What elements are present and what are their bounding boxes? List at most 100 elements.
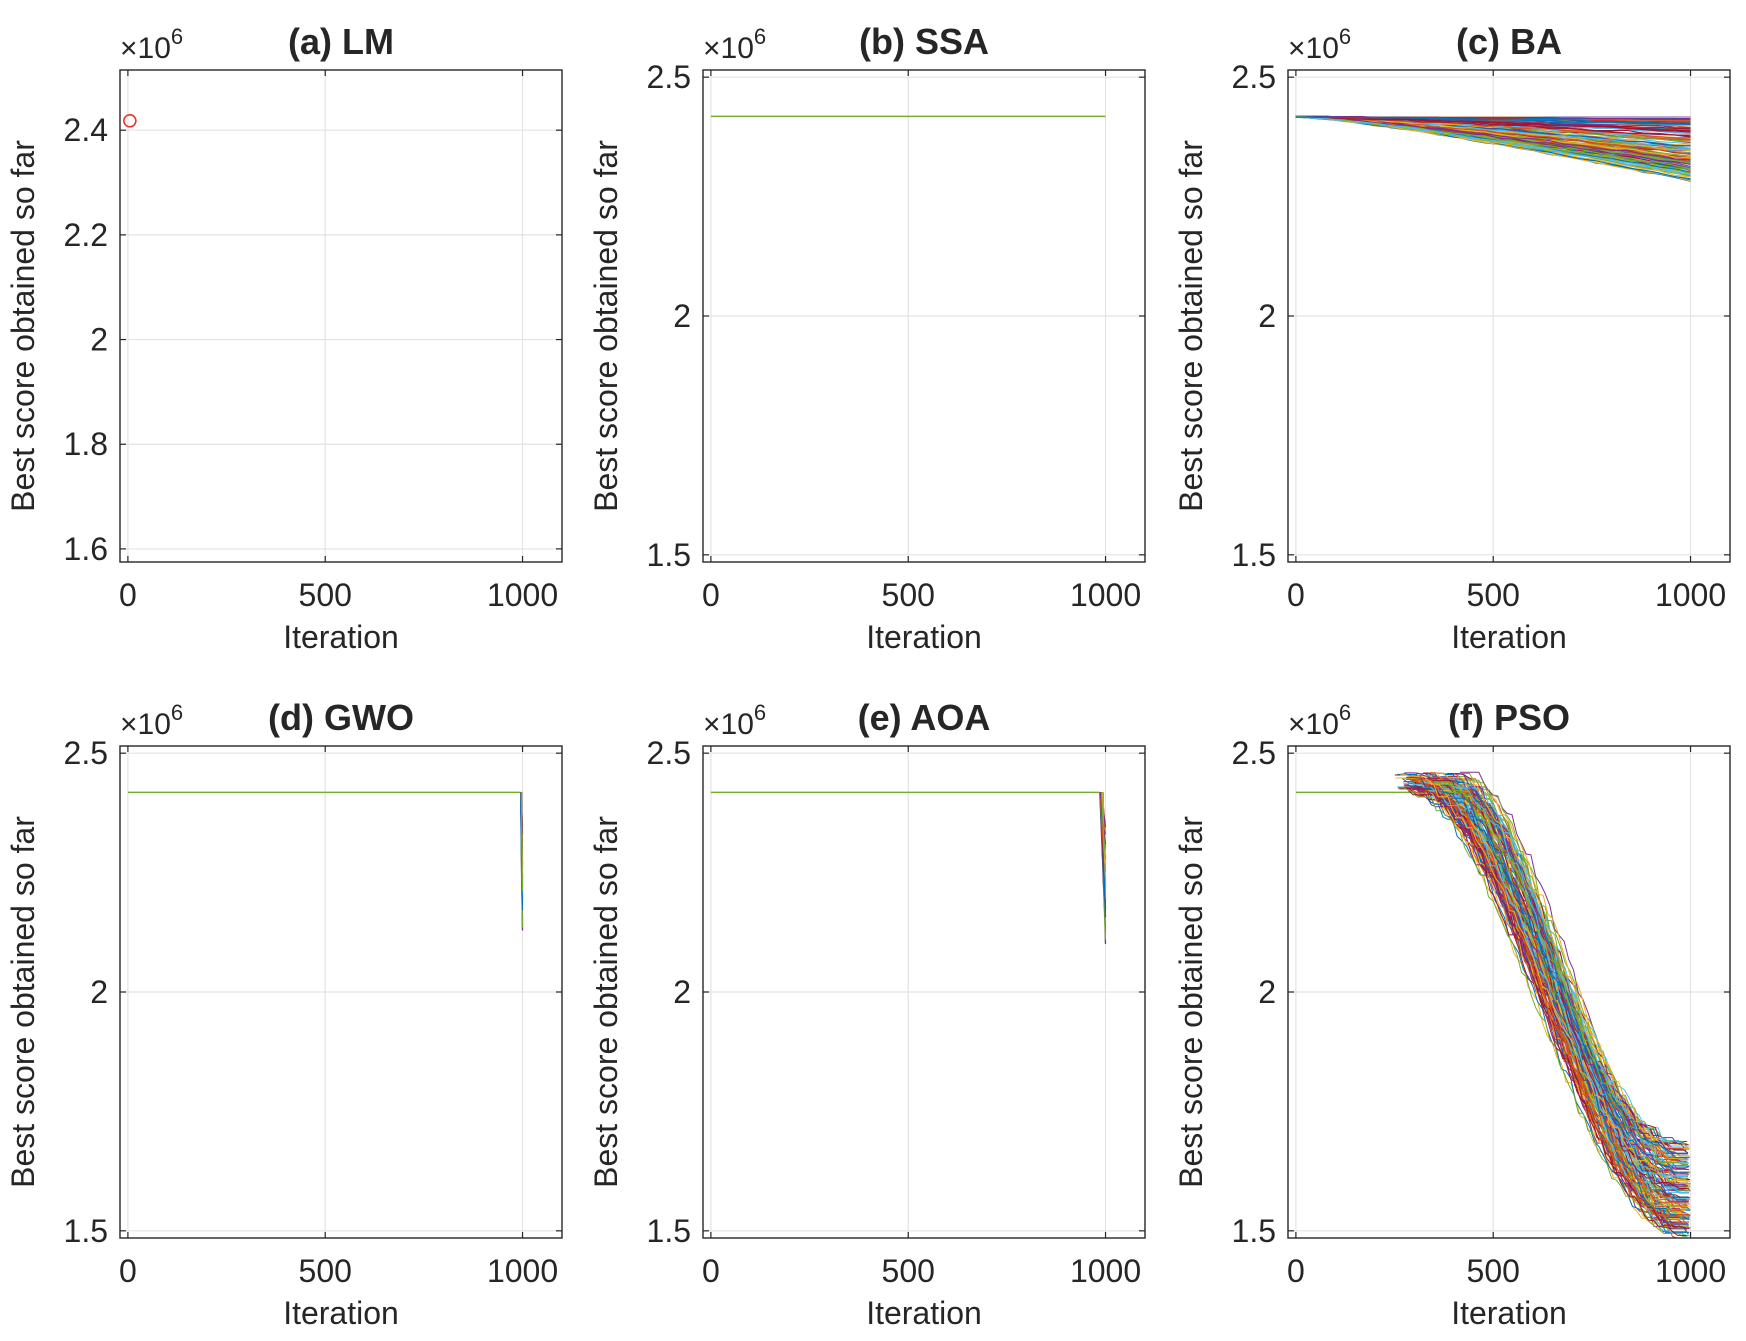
x-tick-label-0: 0 — [119, 577, 137, 613]
run-line-f-131 — [1446, 775, 1689, 1163]
chart-title: (f) PSO — [1448, 697, 1570, 738]
run-line-f-149 — [1400, 774, 1690, 1182]
x-tick-label-1: 500 — [299, 577, 352, 613]
run-line-c-108 — [1295, 116, 1691, 120]
series-group-f — [1295, 771, 1691, 1238]
y-tick-label-0: 1.5 — [1232, 537, 1276, 573]
series-group-d — [127, 791, 524, 931]
y-axis-label: Best score obtained so far — [588, 816, 624, 1188]
y-tick-label-3: 2.2 — [64, 217, 108, 253]
chart-title: (d) GWO — [268, 697, 414, 738]
axis-exponent: ×106 — [703, 700, 766, 741]
y-tick-label-1: 2 — [90, 974, 108, 1010]
run-line-c-115 — [1295, 115, 1691, 161]
x-axis-label: Iteration — [283, 619, 399, 655]
y-tick-label-1: 2 — [673, 974, 691, 1010]
x-tick-label-1: 500 — [1467, 1253, 1520, 1289]
y-tick-label-2: 2.5 — [1232, 735, 1276, 771]
x-tick-label-0: 0 — [1287, 577, 1305, 613]
chart-title: (e) AOA — [858, 697, 991, 738]
run-line-f-133 — [1443, 774, 1690, 1198]
x-tick-label-2: 1000 — [487, 1253, 558, 1289]
x-axis-label: Iteration — [1451, 619, 1567, 655]
x-tick-label-2: 1000 — [487, 577, 558, 613]
x-tick-label-1: 500 — [299, 1253, 352, 1289]
x-tick-label-2: 1000 — [1655, 1253, 1726, 1289]
x-tick-label-2: 1000 — [1070, 1253, 1141, 1289]
panel-a: 0 500 1000 1.6 1.8 2 2.2 2.4 ×106 (a) LM Iteration… — [5, 21, 563, 655]
run-line-f-140 — [1423, 788, 1689, 1154]
y-tick-label-1: 2 — [673, 298, 691, 334]
run-line-f-59 — [1411, 786, 1687, 1145]
chart-title: (a) LM — [288, 21, 394, 62]
y-tick-label-2: 2.5 — [647, 735, 691, 771]
y-tick-label-0: 1.5 — [1232, 1213, 1276, 1249]
y-axis-label: Best score obtained so far — [588, 140, 624, 512]
x-tick-label-0: 0 — [702, 577, 720, 613]
y-tick-label-1: 1.8 — [64, 426, 108, 462]
x-axis-label: Iteration — [866, 619, 982, 655]
x-tick-label-0: 0 — [702, 1253, 720, 1289]
panel-b: 0 500 1000 1.5 2 2.5 ×106 (b) SSA Iteration Best … — [588, 21, 1146, 655]
run-line-f-98 — [1400, 787, 1690, 1233]
run-line-f-145 — [1410, 781, 1690, 1184]
run-line-c-100 — [1295, 116, 1691, 159]
x-tick-label-1: 500 — [882, 577, 935, 613]
axis-exponent-power: 6 — [754, 700, 766, 725]
y-tick-label-2: 2.5 — [647, 59, 691, 95]
panel-d: 0 500 1000 1.5 2 2.5 ×106 (d) GWO Iteration Best … — [5, 697, 563, 1331]
x-axis-label: Iteration — [866, 1295, 982, 1331]
y-tick-label-0: 1.5 — [647, 1213, 691, 1249]
x-tick-label-0: 0 — [119, 1253, 137, 1289]
run-line-f-147 — [1438, 790, 1690, 1220]
run-line-f-126 — [1427, 787, 1689, 1174]
axis-exponent-power: 6 — [171, 24, 183, 49]
x-axis-label: Iteration — [1451, 1295, 1567, 1331]
run-line-f-142 — [1443, 773, 1690, 1150]
y-tick-label-0: 1.5 — [64, 1213, 108, 1249]
run-line-c-113 — [1295, 116, 1691, 155]
y-tick-label-0: 1.5 — [647, 537, 691, 573]
y-axis-label: Best score obtained so far — [1173, 140, 1209, 512]
data-point-a-0 — [123, 113, 137, 128]
run-line-c-119 — [1295, 116, 1691, 125]
run-line-c-118 — [1295, 116, 1691, 137]
x-tick-label-2: 1000 — [1070, 577, 1141, 613]
x-tick-label-1: 500 — [882, 1253, 935, 1289]
axes-box-a — [119, 69, 563, 563]
axis-exponent-power: 6 — [1339, 24, 1351, 49]
x-tick-label-0: 0 — [1287, 1253, 1305, 1289]
y-tick-label-2: 2.5 — [1232, 59, 1276, 95]
y-tick-label-1: 2 — [1258, 974, 1276, 1010]
y-tick-label-4: 2.4 — [64, 112, 108, 148]
series-group-a — [123, 113, 137, 128]
run-line-f-18 — [1451, 775, 1689, 1161]
y-tick-label-2: 2 — [90, 322, 108, 358]
axis-exponent-power: 6 — [1339, 700, 1351, 725]
chart-title: (b) SSA — [859, 21, 989, 62]
run-line-f-117 — [1429, 789, 1691, 1182]
x-tick-label-1: 500 — [1467, 577, 1520, 613]
axis-exponent: ×106 — [1288, 24, 1351, 65]
y-tick-label-0: 1.6 — [64, 531, 108, 567]
panel-e: 0 500 1000 1.5 2 2.5 ×106 (e) AOA Iteration Best … — [588, 697, 1146, 1331]
axis-exponent: ×106 — [1288, 700, 1351, 741]
run-line-e-39 — [1100, 792, 1107, 859]
run-line-f-109 — [1398, 787, 1688, 1237]
x-axis-label: Iteration — [283, 1295, 399, 1331]
series-group-c — [1295, 115, 1691, 182]
run-line-d-39 — [520, 792, 524, 891]
axis-exponent: ×106 — [120, 24, 183, 65]
y-axis-label: Best score obtained so far — [5, 140, 41, 512]
axis-exponent-power: 6 — [171, 700, 183, 725]
panel-c: 0 500 1000 1.5 2 2.5 ×106 (c) BA Iteration Best s… — [1173, 21, 1731, 655]
y-axis-label: Best score obtained so far — [5, 816, 41, 1188]
chart-title: (c) BA — [1456, 21, 1562, 62]
axis-exponent: ×106 — [120, 700, 183, 741]
run-line-f-62 — [1406, 785, 1691, 1216]
panel-f: 0 500 1000 1.5 2 2.5 ×106 (f) PSO Iteration Best … — [1173, 697, 1731, 1331]
run-line-f-74 — [1460, 773, 1688, 1208]
run-line-f-144 — [1436, 782, 1688, 1165]
x-tick-label-2: 1000 — [1655, 577, 1726, 613]
